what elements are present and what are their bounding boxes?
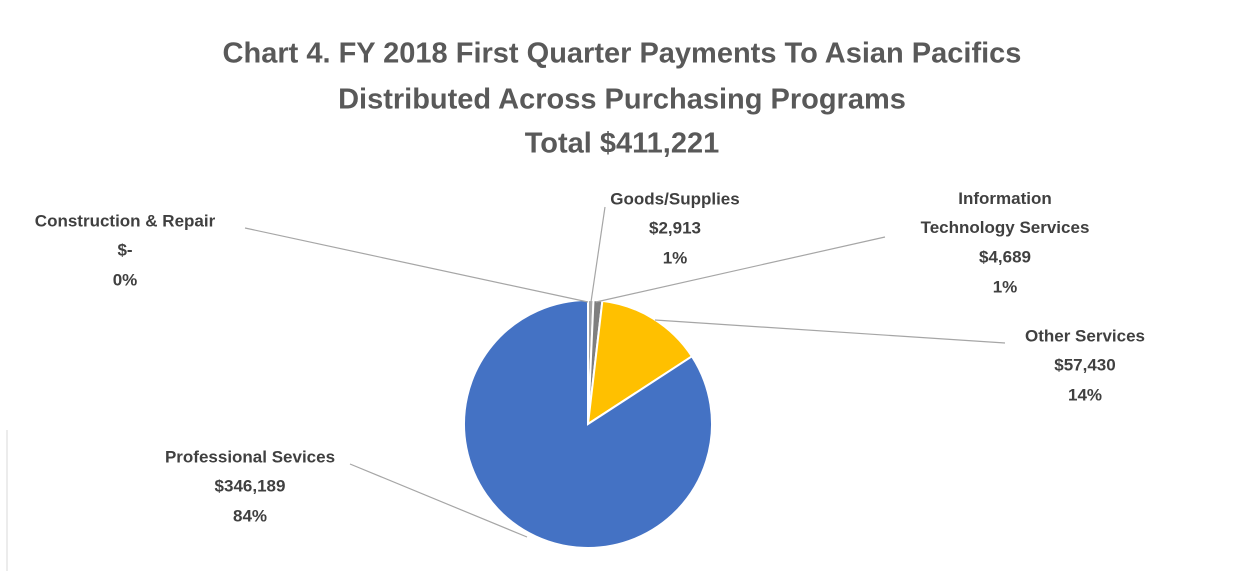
- percent-label: 1%: [993, 277, 1018, 296]
- leader-line: [595, 236, 886, 303]
- category-label: Other Services: [1025, 326, 1145, 345]
- percent-label: 14%: [1068, 385, 1102, 404]
- category-label: Information Technology Services: [921, 189, 1090, 237]
- chart-title: Distributed Across Purchasing Programs: [338, 84, 906, 116]
- category-label: Professional Sevices: [165, 447, 335, 466]
- value-label: $2,913: [649, 218, 701, 237]
- category-label-line: Technology Services: [921, 218, 1090, 237]
- leader-line: [590, 206, 606, 303]
- category-label-line: Information: [958, 189, 1052, 208]
- leader-line: [349, 463, 528, 538]
- percent-label: 1%: [663, 248, 688, 267]
- leader-line: [654, 319, 1006, 344]
- pie-slice: [463, 298, 713, 549]
- category-label: Construction & Repair: [35, 211, 216, 230]
- percent-label: 84%: [233, 506, 267, 525]
- leader-line: [244, 227, 589, 303]
- percent-label: 0%: [113, 270, 138, 289]
- value-label: $346,189: [215, 476, 286, 495]
- chart-title: Total $411,221: [525, 128, 720, 160]
- value-label: $57,430: [1054, 355, 1115, 374]
- value-label: $-: [117, 240, 132, 259]
- chart-title: Chart 4. FY 2018 First Quarter Payments …: [223, 38, 1022, 70]
- value-label: $4,689: [979, 247, 1031, 266]
- pie-slice: [586, 299, 694, 427]
- category-label: Goods/Supplies: [610, 189, 739, 208]
